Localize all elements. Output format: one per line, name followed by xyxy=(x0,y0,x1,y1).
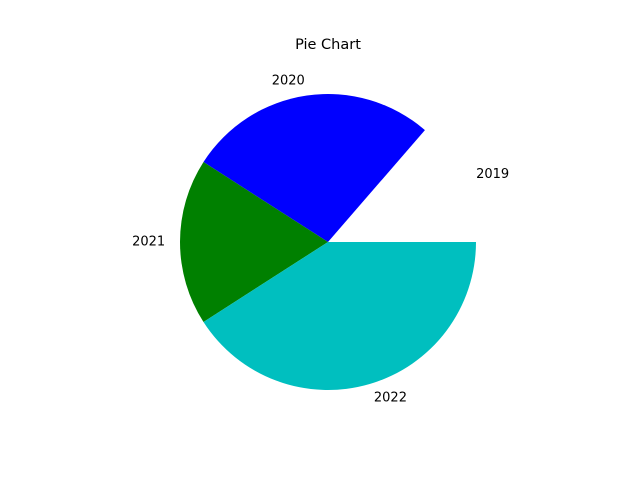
pie-slice-2022 xyxy=(203,242,477,391)
chart-title: Pie Chart xyxy=(295,37,361,53)
pie-label-2021: 2021 xyxy=(132,235,165,250)
pie-slice-2020 xyxy=(203,93,425,242)
pie-slice-2019 xyxy=(328,130,476,242)
pie-slice-2021 xyxy=(179,161,328,323)
pie-slices xyxy=(179,93,477,391)
pie-label-2019: 2019 xyxy=(476,167,509,182)
pie-label-2020: 2020 xyxy=(272,73,305,88)
pie-label-2022: 2022 xyxy=(374,391,407,406)
pie-labels: 2019 2020 2021 2022 xyxy=(132,73,509,405)
